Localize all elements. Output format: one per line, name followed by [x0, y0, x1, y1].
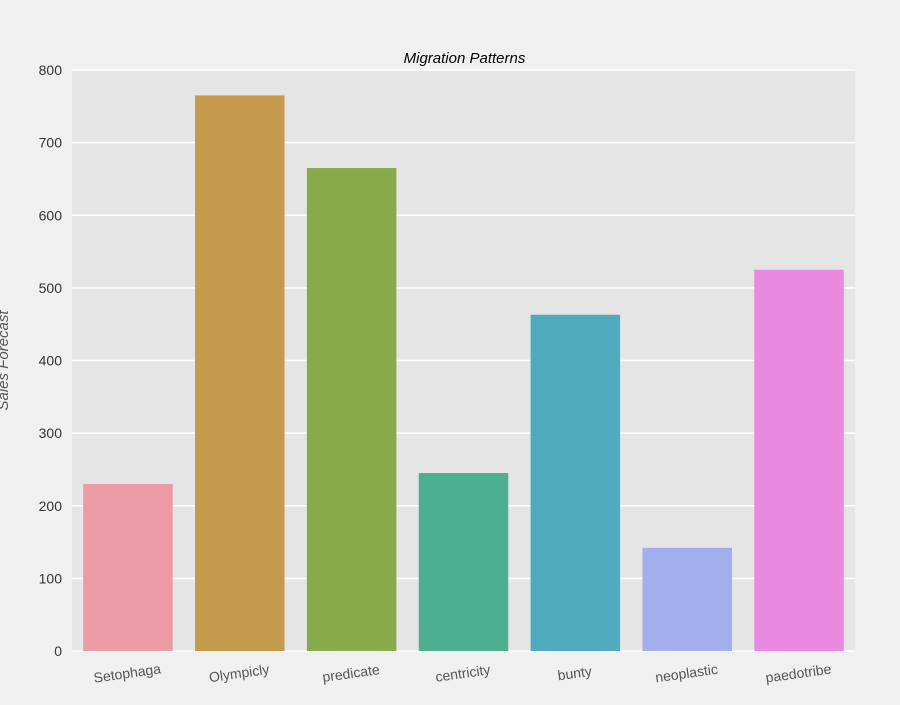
- bar-olympicly: [195, 95, 285, 651]
- bar-setophaga: [83, 483, 173, 651]
- y-tick-label: 100: [39, 570, 63, 586]
- chart-title: Migration Patterns: [404, 50, 526, 67]
- x-tick-label: neoplastic: [654, 661, 719, 686]
- y-tick-label: 300: [39, 425, 63, 441]
- x-tick-label: centricity: [434, 661, 491, 685]
- y-tick-label: 200: [39, 498, 63, 514]
- bar-predicate: [306, 168, 397, 651]
- y-tick-label: 400: [39, 353, 63, 369]
- x-tick-label: paedotribe: [764, 660, 832, 685]
- x-tick-label: bunty: [557, 663, 593, 684]
- x-tick-label: predicate: [321, 661, 380, 685]
- bars: [83, 95, 844, 651]
- y-tick-label: 500: [39, 280, 63, 296]
- y-tick-label: 0: [54, 643, 62, 659]
- y-tick-label: 600: [39, 207, 63, 223]
- x-tick-label: Olympicly: [208, 661, 270, 685]
- bar-paedotribe: [754, 269, 844, 651]
- x-tick-label: Setophaga: [93, 660, 163, 685]
- bar-neoplastic: [642, 547, 732, 651]
- y-axis-label: Sales Forecast: [0, 310, 12, 411]
- bar-centricity: [418, 473, 509, 651]
- y-tick-labels: 0 100 200 300 400 500 600 700 800: [39, 62, 63, 659]
- y-tick-label: 700: [39, 135, 63, 151]
- y-tick-label: 800: [39, 62, 63, 78]
- bar-bunty: [530, 314, 621, 651]
- x-tick-labels: Setophaga Olympicly predicate centricity bun…: [93, 660, 833, 685]
